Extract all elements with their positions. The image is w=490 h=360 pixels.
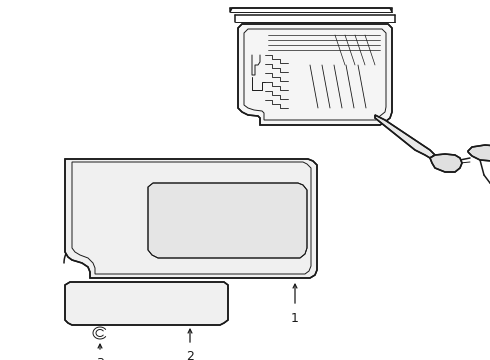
Polygon shape	[148, 183, 307, 258]
Text: 2: 2	[186, 350, 194, 360]
Text: 1: 1	[291, 312, 299, 325]
Polygon shape	[65, 159, 317, 278]
Text: 3: 3	[96, 357, 104, 360]
Polygon shape	[65, 282, 228, 325]
Polygon shape	[375, 115, 435, 158]
Polygon shape	[238, 24, 392, 125]
Polygon shape	[430, 154, 462, 172]
Polygon shape	[468, 145, 490, 161]
